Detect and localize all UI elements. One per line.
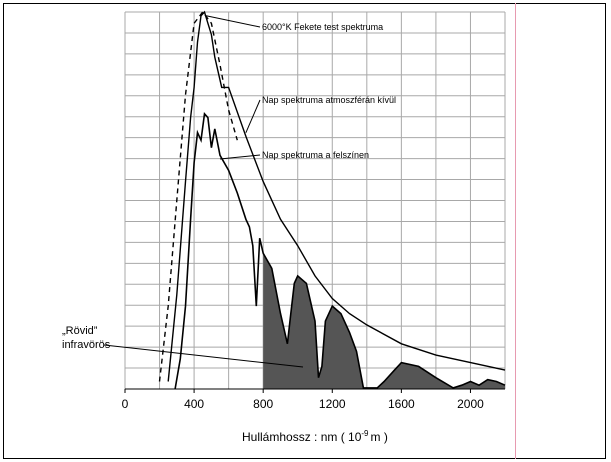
annotation-leader-2	[245, 99, 261, 133]
x-tick-label: 1200	[319, 397, 346, 411]
x-tick-label: 800	[253, 397, 273, 411]
annotation-label-surface: Nap spektruma a felszínen	[262, 150, 369, 160]
x-tick-label: 1600	[388, 397, 415, 411]
annotation-leader-3	[219, 154, 261, 160]
callout-line-2: infravörös	[62, 339, 111, 351]
series-layer	[158, 10, 506, 390]
annotation-leader-1	[206, 15, 261, 28]
plot-grid	[124, 11, 506, 390]
x-tick-label: 2000	[457, 397, 484, 411]
slide-frame	[3, 3, 606, 459]
x-axis-label-unit: m )	[371, 430, 388, 444]
annotation-layer: 6000°K Fekete test spektruma Nap spektru…	[206, 15, 396, 160]
callout-short-infrared: „Rövid” infravörös	[62, 325, 304, 368]
x-axis: 0 400 800 1200 1600 2000	[122, 388, 505, 411]
x-tick-label: 400	[184, 397, 204, 411]
x-axis-label-main: Hullámhossz : nm ( 10	[242, 430, 362, 444]
annotation-label-extraterrestrial: Nap spektruma atmoszférán kívül	[262, 95, 396, 105]
annotation-label-blackbody: 6000°K Fekete test spektruma	[262, 22, 383, 32]
x-tick-label: 0	[122, 397, 129, 411]
margin-rule	[515, 3, 516, 459]
x-axis-label: Hullámhossz : nm ( 10-9 m )	[242, 429, 388, 444]
callout-leader	[103, 344, 304, 368]
shaded-infrared-area	[263, 253, 505, 389]
x-axis-label-exponent: -9	[361, 429, 369, 438]
series-line-2	[167, 10, 506, 382]
series-line-3	[174, 111, 506, 390]
callout-line-1: „Rövid”	[62, 325, 98, 337]
